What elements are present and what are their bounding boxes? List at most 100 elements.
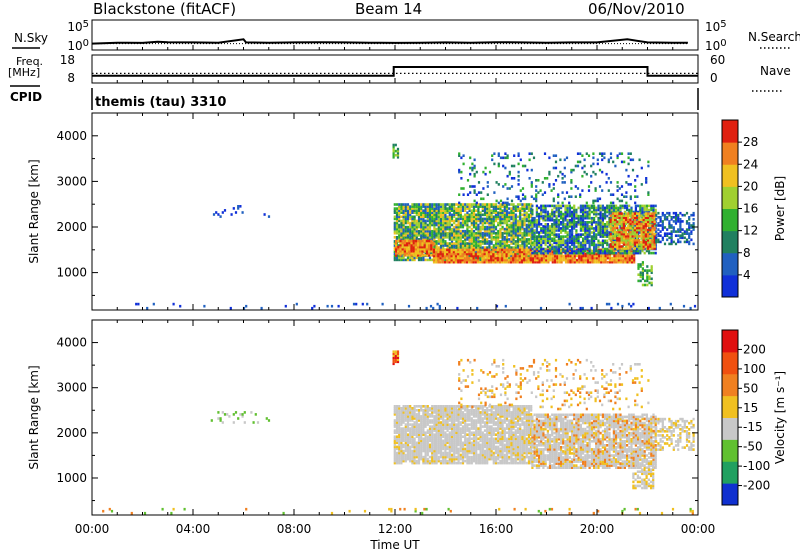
power-cell [410,239,413,243]
power-cell [641,204,644,208]
power-cell [593,231,596,234]
power-cell [593,237,596,240]
power-cell [523,205,526,208]
velocity-cell [415,435,418,438]
power-cell [442,246,445,249]
power-cell [592,156,595,160]
power-cell [406,247,409,251]
velocity-cell [406,451,410,455]
power-cell [544,218,547,222]
power-cell [402,205,405,208]
velocity-cells [102,350,695,515]
power-cell [653,247,656,250]
power-cell [590,306,593,310]
power-cell [398,238,401,241]
power-cell [523,213,526,217]
power-cell [398,219,401,223]
power-cell [617,229,620,232]
power-cell [415,205,418,208]
power-cell [408,241,411,245]
power-cell [647,247,650,250]
power-cell [441,256,444,260]
power-cell [432,306,435,310]
power-cell [573,204,576,208]
power-cell [454,258,458,262]
power-cell [516,244,520,247]
velocity-cell [415,443,418,447]
power-cell [538,256,541,260]
power-cell [679,218,682,221]
power-cell [444,231,447,235]
power-cell [472,252,475,256]
power-cell [692,211,695,215]
velocity-cell [330,511,334,515]
power-cell [622,236,625,240]
power-cell [402,223,405,227]
power-cell [531,208,534,212]
power-cell [633,234,636,238]
power-cell [530,203,533,206]
power-cell [637,204,640,208]
velocity-cell [420,429,423,432]
power-cell [510,240,513,243]
power-cell [490,240,493,243]
power-cell [553,249,556,253]
power-cell [404,209,407,212]
power-cell [473,199,476,203]
power-cell [646,273,649,276]
power-cell [644,243,647,246]
power-cell [465,250,469,254]
power-cell [638,222,641,226]
power-cell [497,164,500,168]
power-cell [650,271,653,274]
power-cell [577,216,580,220]
power-cell [582,216,585,220]
power-cell [404,229,407,233]
power-cell [428,236,432,239]
power-cell [560,223,563,226]
power-cell [409,207,412,210]
velocity-cell [415,447,418,451]
power-cell [475,242,478,245]
power-cell [553,204,556,208]
power-cell [647,160,650,164]
power-cell [472,256,475,260]
power-cell [562,223,565,226]
power-cell [414,254,417,257]
power-cell [468,242,471,245]
power-cell [543,152,547,155]
velocity-cell [411,437,414,441]
power-cell [495,199,498,203]
power-cell [559,158,562,162]
power-cell [601,233,604,236]
power-cell [586,204,589,208]
power-cell [653,239,656,242]
power-cell [412,249,415,253]
power-cell [562,216,565,220]
power-cell [551,256,554,260]
power-cell [555,229,558,232]
power-cell [400,221,403,225]
power-cell [609,181,613,184]
power-cell [431,209,434,212]
power-cell [608,233,611,236]
power-cell [577,239,580,243]
power-cell [584,241,587,245]
velocity-cell [413,425,416,428]
power-cell [608,218,611,222]
power-cell [582,225,585,228]
power-cell [575,214,578,218]
velocity-cell [395,419,399,422]
power-cell [587,185,591,188]
velocity-cell [395,441,399,445]
power-cell [555,227,558,230]
power-cell [523,223,526,227]
power-cell [604,206,607,210]
power-cell [366,302,369,306]
power-cell [606,231,609,234]
power-cell [514,231,517,235]
power-cell [422,211,425,214]
power-cell [573,247,576,251]
power-cell [428,229,432,233]
